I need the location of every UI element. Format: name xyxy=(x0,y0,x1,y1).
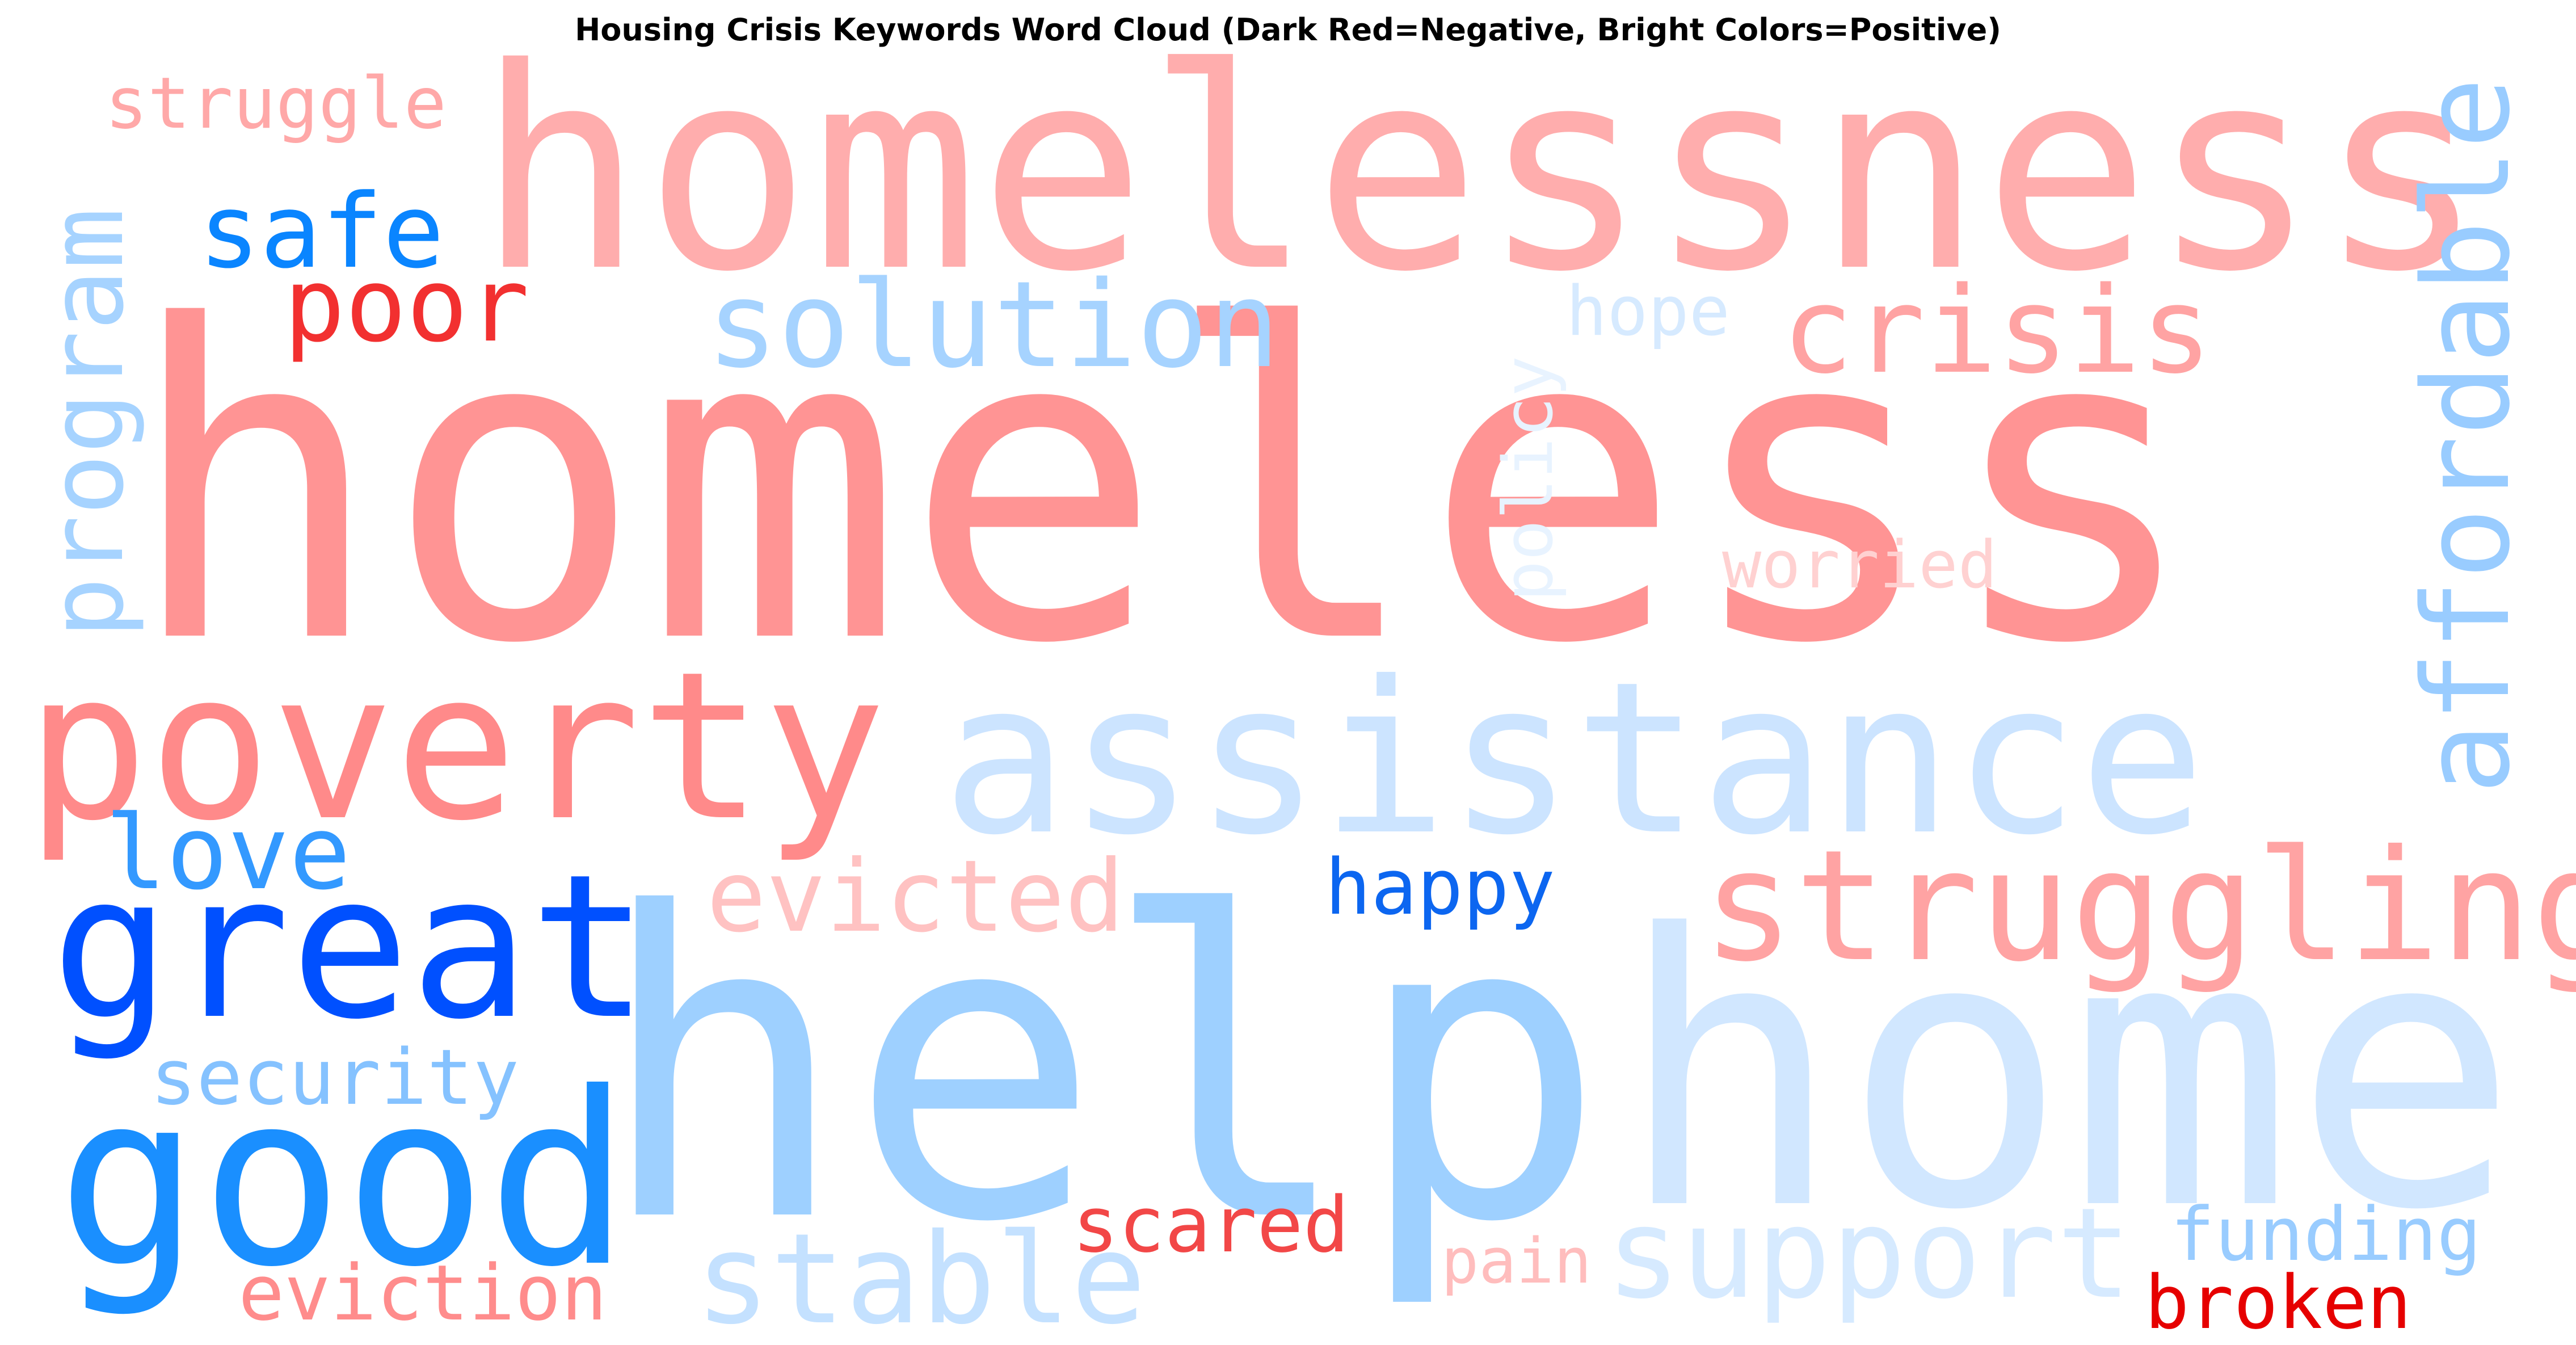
chart-title: Housing Crisis Keywords Word Cloud (Dark… xyxy=(575,12,2001,48)
word-funding: funding xyxy=(2170,1191,2481,1277)
word-safe: safe xyxy=(199,173,444,291)
word-home: home xyxy=(1617,855,2519,1292)
word-evicted: evicted xyxy=(706,839,1125,955)
word-security: security xyxy=(150,1033,519,1122)
word-worried: worried xyxy=(1722,527,1997,603)
word-support: support xyxy=(1606,1181,2132,1326)
word-good: good xyxy=(57,1042,630,1319)
word-great: great xyxy=(51,831,649,1063)
word-love: love xyxy=(105,794,351,913)
word-struggling: struggling xyxy=(1702,817,2576,995)
word-affordable: affordable xyxy=(2397,77,2536,795)
word-poor: poor xyxy=(284,246,529,365)
word-program: program xyxy=(28,208,146,638)
word-scared: scared xyxy=(1072,1180,1349,1270)
word-pain: pain xyxy=(1441,1225,1592,1297)
word-assistance: assistance xyxy=(942,637,2205,881)
word-crisis: crisis xyxy=(1782,261,2212,400)
word-homeless: homeless xyxy=(125,236,2202,738)
word-eviction: eviction xyxy=(238,1249,607,1338)
word-policy: policy xyxy=(1489,356,1568,602)
word-help: help xyxy=(596,825,1607,1314)
word-hope: hope xyxy=(1566,272,1730,351)
word-poverty: poverty xyxy=(26,628,886,865)
word-homelessness: homelessness xyxy=(477,9,2485,333)
word-broken: broken xyxy=(2145,1259,2411,1345)
word-stable: stable xyxy=(695,1207,1146,1345)
word-struggle: struggle xyxy=(105,62,447,145)
word-happy: happy xyxy=(1325,843,1555,932)
word-solution: solution xyxy=(706,255,1280,394)
